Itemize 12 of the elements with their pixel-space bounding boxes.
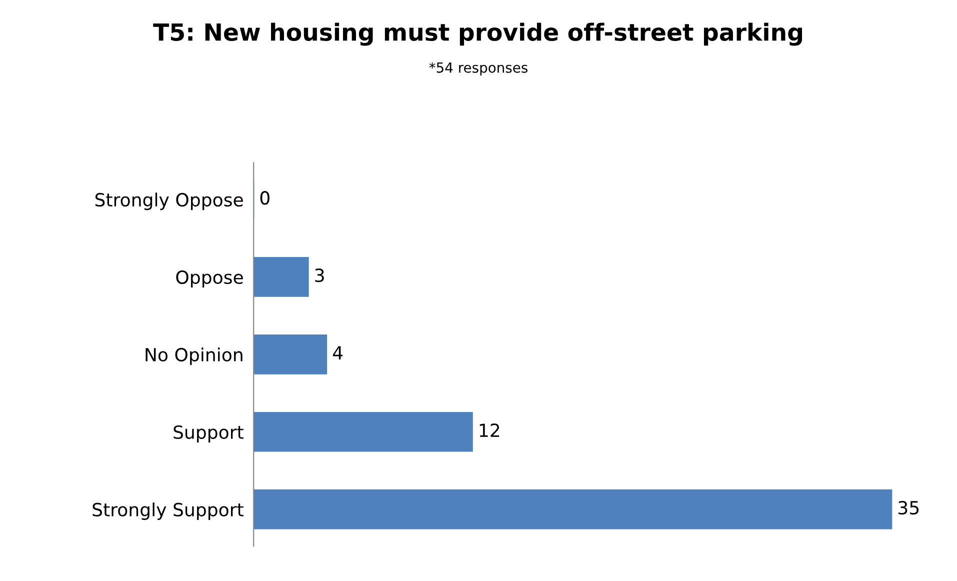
data-label: 4 — [332, 346, 343, 360]
y-tick-label: No Opinion — [146, 348, 242, 366]
y-tick-label: Oppose — [176, 270, 243, 288]
chart-title: T5: New housing must provide off-street parking — [153, 22, 802, 46]
data-label: 3 — [315, 268, 324, 282]
y-tick-label: Strongly Support — [92, 502, 244, 520]
data-label: 0 — [260, 191, 270, 205]
y-tick-label: Strongly Oppose — [95, 192, 243, 210]
data-label: 12 — [480, 423, 500, 437]
data-label: 35 — [898, 500, 919, 515]
chart-subtitle: *54 responses — [429, 62, 528, 76]
y-tick-label: Support — [174, 425, 244, 442]
